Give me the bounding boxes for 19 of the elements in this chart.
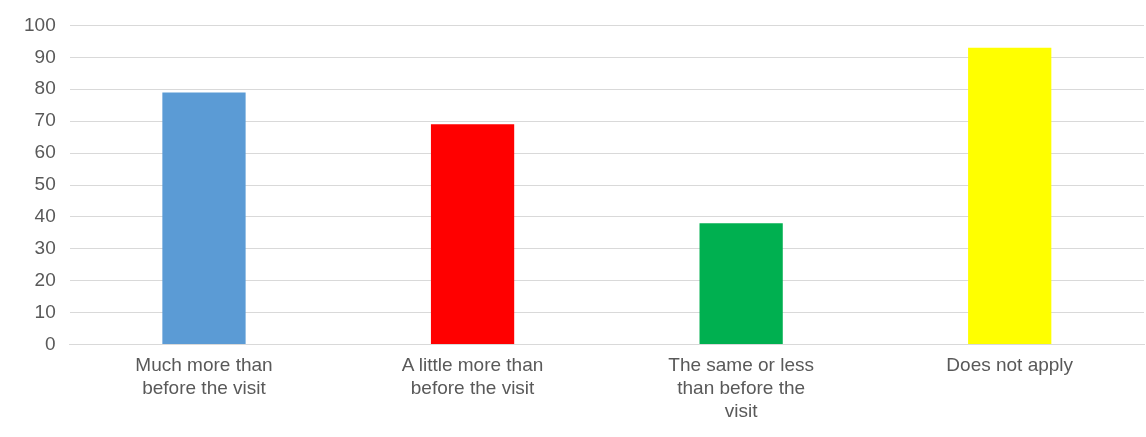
x-tick-label: The same or less than before the visit (668, 354, 814, 421)
x-tick-label: Does not apply (946, 354, 1074, 376)
x-tick-label: Much more than before the visit (135, 354, 273, 399)
y-tick-label: 40 (34, 205, 56, 227)
bar (162, 92, 246, 345)
y-tick-label: 0 (45, 332, 56, 354)
y-tick-label: 50 (34, 173, 56, 195)
x-tick-label: A little more than before the visit (401, 354, 544, 399)
y-tick-label: 100 (24, 13, 56, 35)
y-tick-label: 90 (34, 45, 56, 67)
y-tick-label: 30 (34, 237, 56, 259)
bar (699, 223, 783, 345)
y-tick-label: 60 (34, 141, 56, 163)
y-tick-label: 20 (34, 268, 56, 290)
y-tick-label: 10 (34, 300, 56, 322)
bar (968, 47, 1052, 345)
y-tick-label: 70 (34, 109, 56, 131)
bar (430, 124, 515, 345)
y-tick-label: 80 (34, 77, 56, 99)
